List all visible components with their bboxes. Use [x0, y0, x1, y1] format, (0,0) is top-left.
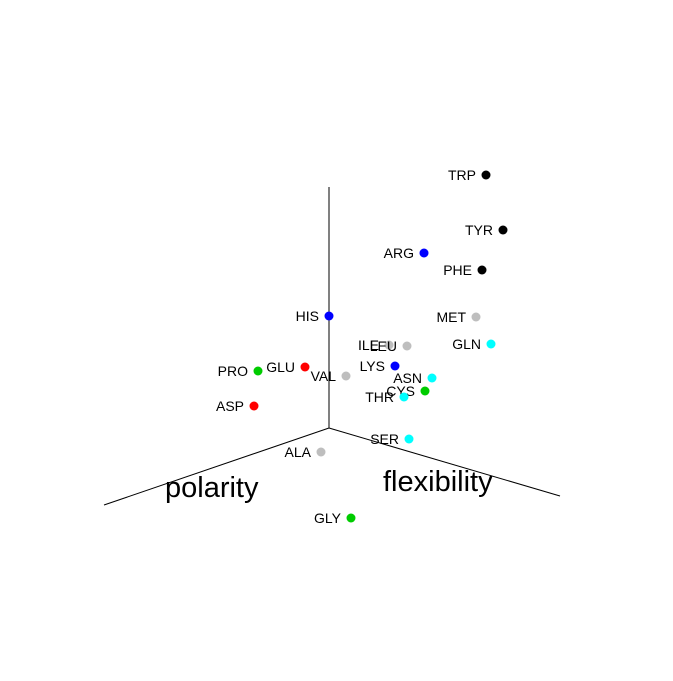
point-marker [384, 340, 394, 350]
point-lys: LYS [360, 358, 400, 374]
flexibility-axis-line [328, 427, 561, 497]
point-marker [477, 265, 487, 275]
point-label: ALA [285, 444, 312, 460]
point-label: GLN [452, 336, 481, 352]
point-marker [486, 339, 496, 349]
point-pro: PRO [218, 363, 263, 379]
point-gly: GLY [314, 510, 356, 526]
point-label: PHE [443, 262, 472, 278]
point-asn: ASN [393, 370, 437, 386]
point-label: GLU [266, 359, 295, 375]
point-ile: ILE [358, 337, 394, 353]
point-label: LYS [360, 358, 385, 374]
point-met: MET [436, 309, 481, 325]
point-marker [341, 371, 351, 381]
point-marker [481, 170, 491, 180]
point-marker [404, 434, 414, 444]
point-label: THR [365, 389, 394, 405]
flexibility-axis-label: flexibility [383, 466, 493, 498]
point-marker [390, 361, 400, 371]
point-val: VAL [311, 368, 351, 384]
point-marker [316, 447, 326, 457]
point-ser: SER [370, 431, 414, 447]
point-marker [419, 248, 429, 258]
point-marker [427, 373, 437, 383]
axes: polarity flexibility [103, 187, 561, 506]
point-label: VAL [311, 368, 337, 384]
point-label: TYR [465, 222, 493, 238]
point-marker [402, 341, 412, 351]
point-asp: ASP [216, 398, 259, 414]
point-label: TRP [448, 167, 476, 183]
point-marker [498, 225, 508, 235]
point-leu: LEU [370, 338, 412, 354]
point-label: MET [436, 309, 466, 325]
point-label: ASN [393, 370, 422, 386]
point-marker [253, 366, 263, 376]
point-glu: GLU [266, 359, 310, 375]
point-label: GLY [314, 510, 342, 526]
point-marker [420, 386, 430, 396]
point-marker [399, 392, 409, 402]
point-gln: GLN [452, 336, 496, 352]
point-thr: THR [365, 389, 409, 405]
point-label: SER [370, 431, 399, 447]
polarity-axis-label: polarity [165, 472, 259, 504]
point-label: LEU [370, 338, 397, 354]
point-marker [471, 312, 481, 322]
point-label: HIS [296, 308, 319, 324]
point-his: HIS [296, 308, 334, 324]
point-marker [324, 311, 334, 321]
polarity-axis-line [103, 427, 330, 506]
point-label: PRO [218, 363, 248, 379]
point-label: ASP [216, 398, 244, 414]
point-ala: ALA [285, 444, 326, 460]
point-label: ILE [358, 337, 379, 353]
point-marker [249, 401, 259, 411]
point-tyr: TYR [465, 222, 508, 238]
point-marker [346, 513, 356, 523]
point-phe: PHE [443, 262, 487, 278]
point-trp: TRP [448, 167, 491, 183]
point-arg: ARG [384, 245, 429, 261]
point-label: ARG [384, 245, 414, 261]
point-marker [300, 362, 310, 372]
